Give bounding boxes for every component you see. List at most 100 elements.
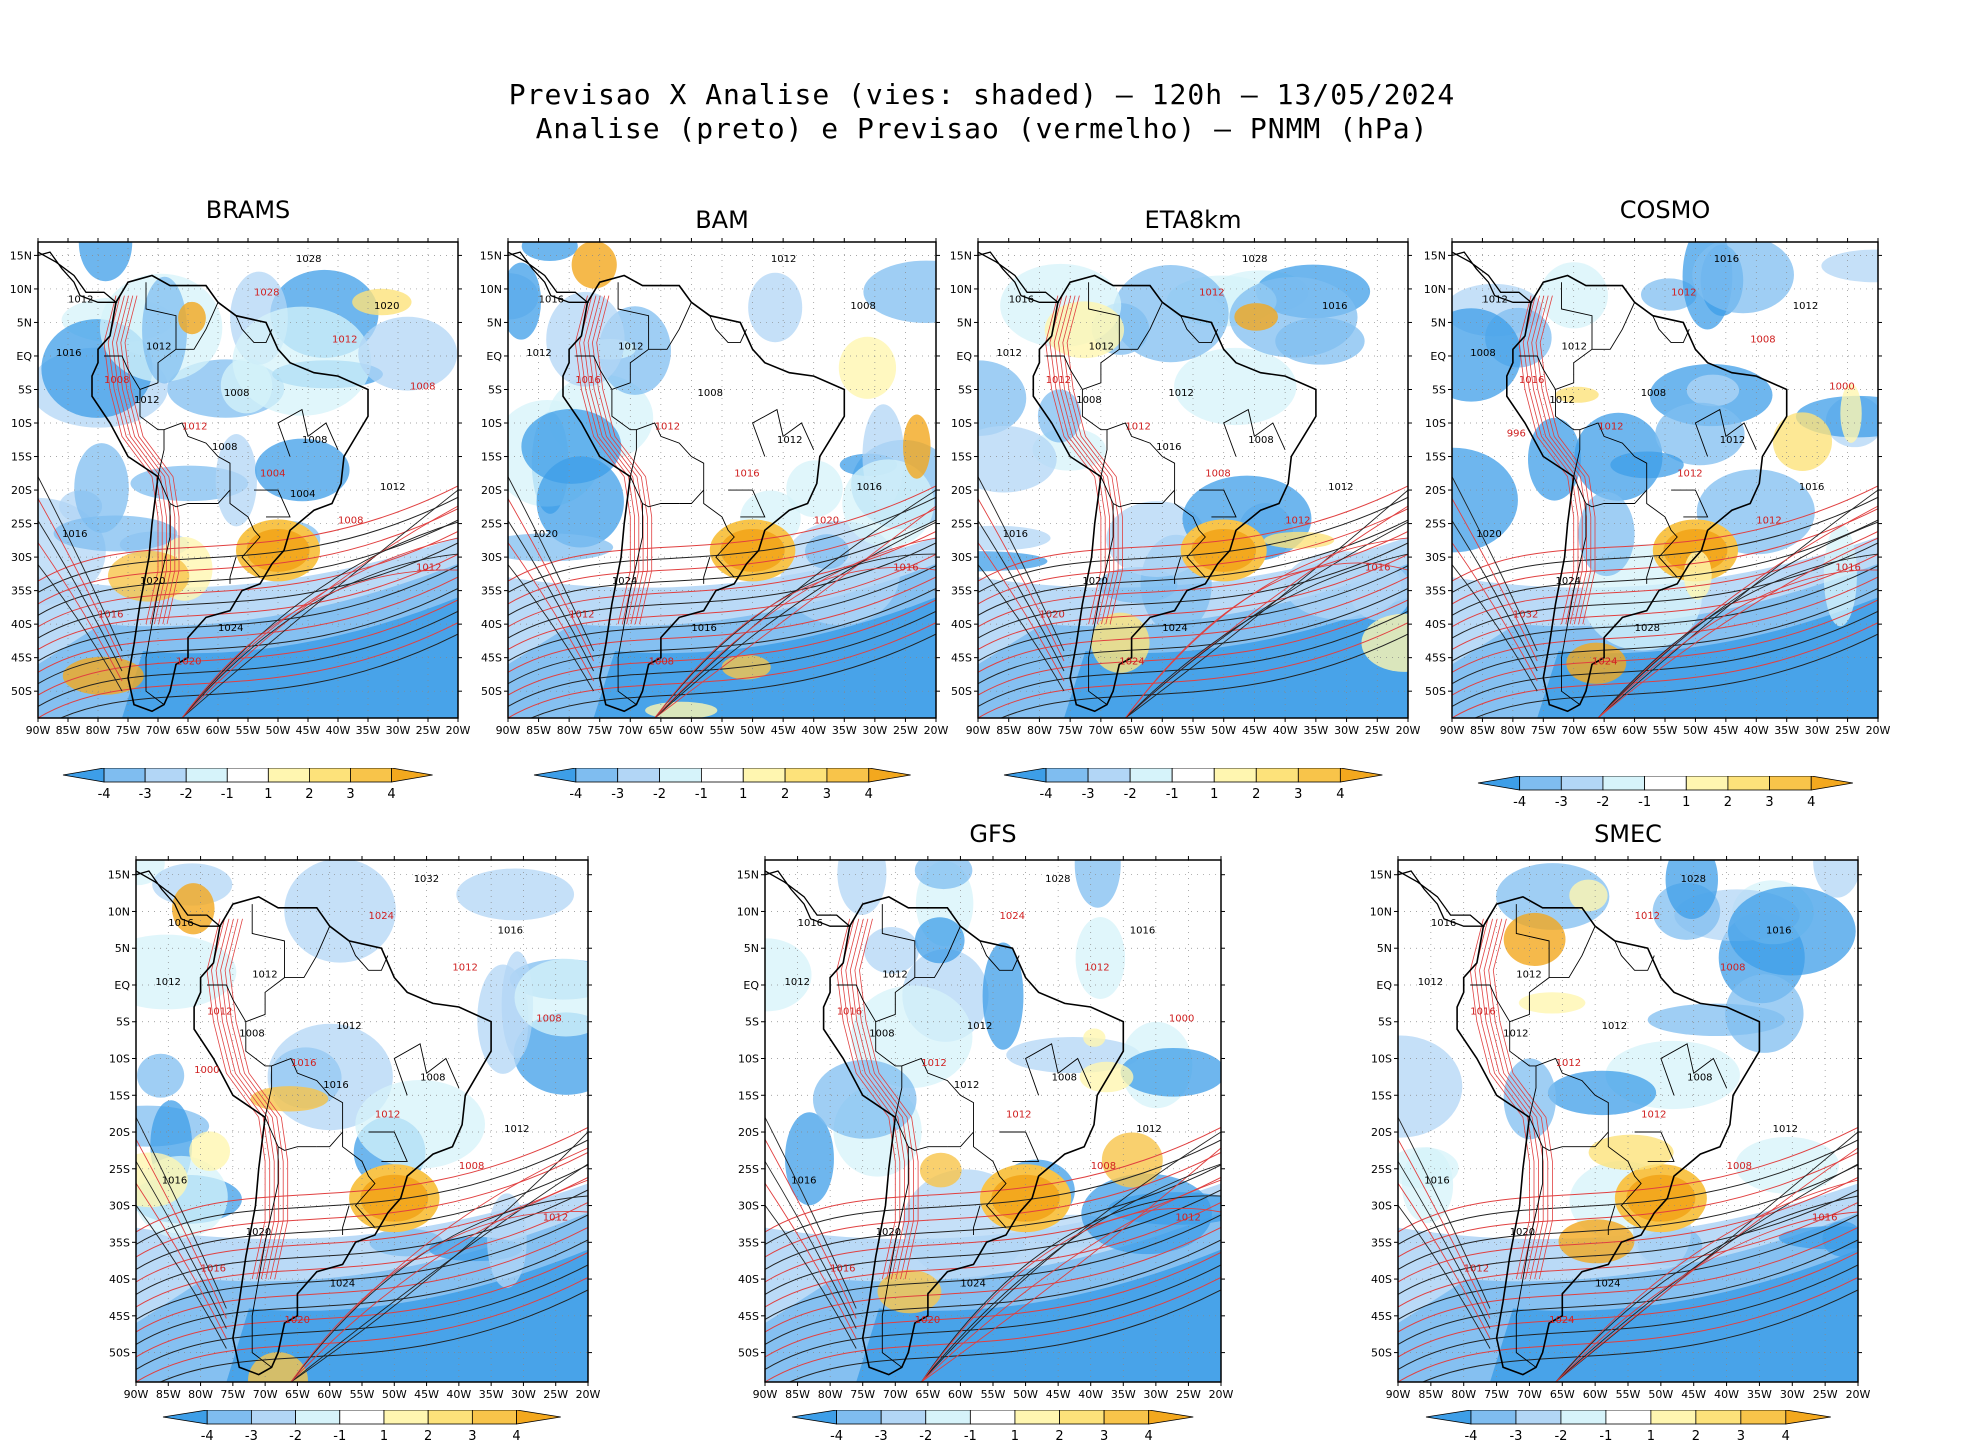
lat-tick-label: 15S bbox=[109, 1089, 130, 1102]
lat-tick-label: 40S bbox=[481, 618, 502, 631]
lon-tick-label: 30W bbox=[1143, 1388, 1168, 1401]
forecast-contour-label: 1008 bbox=[459, 1161, 484, 1172]
lat-tick-label: 5S bbox=[745, 1016, 759, 1029]
lat-tick-label: 50S bbox=[481, 685, 502, 698]
analysis-contour-label: 1024 bbox=[960, 1278, 985, 1289]
lon-tick-label: 35W bbox=[1303, 724, 1328, 737]
analysis-contour-label: 1012 bbox=[967, 1021, 992, 1032]
forecast-contour-label: 1012 bbox=[655, 422, 680, 433]
forecast-contour-label: 1008 bbox=[338, 516, 363, 527]
analysis-contour-label: 1016 bbox=[1130, 926, 1155, 937]
colorbar-gfs: -4 -3 -2 -1 1 2 3 4 bbox=[792, 1410, 1194, 1444]
lat-tick-label: EQ bbox=[16, 350, 32, 363]
lon-tick-label: 35W bbox=[1747, 1388, 1772, 1401]
lon-tick-label: 65W bbox=[915, 1388, 940, 1401]
lat-tick-label: 5N bbox=[1431, 316, 1446, 329]
analysis-contour-label: 1008 bbox=[1248, 435, 1273, 446]
analysis-contour-label: 1012 bbox=[526, 348, 551, 359]
forecast-contour-label: 1016 bbox=[830, 1264, 855, 1275]
forecast-contour-label: 1012 bbox=[1199, 288, 1224, 299]
analysis-contour-label: 1012 bbox=[785, 977, 810, 988]
analysis-contour-label: 1008 bbox=[1687, 1073, 1712, 1084]
colorbar-tick-label: 2 bbox=[1723, 795, 1731, 810]
lon-tick-label: 70W bbox=[1088, 724, 1113, 737]
analysis-contour-label: 1016 bbox=[1766, 926, 1791, 937]
lat-tick-label: 10N bbox=[10, 283, 32, 296]
lon-tick-label: 35W bbox=[356, 724, 381, 737]
forecast-contour-label: 1008 bbox=[1205, 469, 1230, 480]
lon-tick-label: 45W bbox=[1046, 1388, 1071, 1401]
lon-tick-label: 80W bbox=[1451, 1388, 1476, 1401]
lat-tick-label: 10N bbox=[480, 283, 502, 296]
colorbar-tick-label: -2 bbox=[180, 787, 193, 802]
lat-tick-label: 5S bbox=[488, 383, 502, 396]
colorbar-tick-label: -3 bbox=[611, 787, 624, 802]
lon-tick-label: 25W bbox=[416, 724, 441, 737]
lon-tick-label: 20W bbox=[924, 724, 949, 737]
lon-tick-label: 20W bbox=[576, 1388, 601, 1401]
analysis-contour-label: 1020 bbox=[1476, 529, 1501, 540]
colorbar-tick-label: -3 bbox=[1554, 795, 1567, 810]
colorbar-tick-label: -4 bbox=[1464, 1429, 1477, 1444]
colorbar-tick-label: 2 bbox=[424, 1429, 432, 1444]
lon-tick-label: 25W bbox=[543, 1388, 568, 1401]
lat-tick-label: 5N bbox=[115, 942, 130, 955]
lon-tick-label: 75W bbox=[587, 724, 612, 737]
lat-tick-label: 25S bbox=[951, 518, 972, 531]
lat-tick-label: 15N bbox=[1424, 249, 1446, 262]
analysis-contour-label: 1012 bbox=[1773, 1124, 1798, 1135]
colorbar-tick-label: -2 bbox=[1123, 787, 1136, 802]
lat-tick-label: 25S bbox=[481, 518, 502, 531]
lat-tick-label: 15S bbox=[1425, 451, 1446, 464]
lon-tick-label: 60W bbox=[1622, 724, 1647, 737]
lon-tick-label: 85W bbox=[1418, 1388, 1443, 1401]
colorbar-tick-label: 4 bbox=[1807, 795, 1815, 810]
lat-tick-label: 5N bbox=[957, 316, 972, 329]
panel-title-gfs: GFS bbox=[969, 820, 1017, 848]
lon-tick-label: 50W bbox=[1648, 1388, 1673, 1401]
lon-tick-label: 35W bbox=[832, 724, 857, 737]
analysis-contour-label: 1012 bbox=[504, 1124, 529, 1135]
colorbar-tick-label: -1 bbox=[1599, 1429, 1612, 1444]
lon-tick-label: 50W bbox=[1013, 1388, 1038, 1401]
lat-tick-label: 25S bbox=[1425, 518, 1446, 531]
forecast-contour-label: 1000 bbox=[1169, 1014, 1194, 1025]
forecast-contour-label: 1016 bbox=[1812, 1212, 1837, 1223]
forecast-contour-label: 1012 bbox=[1756, 516, 1781, 527]
lon-tick-label: 30W bbox=[511, 1388, 536, 1401]
analysis-contour-label: 1016 bbox=[1003, 529, 1028, 540]
analysis-contour-label: 1008 bbox=[850, 301, 875, 312]
lon-tick-label: 25W bbox=[1176, 1388, 1201, 1401]
colorbar-tick-label: -4 bbox=[98, 787, 111, 802]
lat-tick-label: 20S bbox=[1371, 1126, 1392, 1139]
lat-tick-label: 5S bbox=[116, 1016, 130, 1029]
colorbar-tick-label: 4 bbox=[513, 1429, 521, 1444]
forecast-contour-label: 1008 bbox=[1750, 335, 1775, 346]
lat-tick-label: 15S bbox=[951, 451, 972, 464]
lon-tick-label: 45W bbox=[1681, 1388, 1706, 1401]
analysis-contour-label: 1028 bbox=[1681, 874, 1706, 885]
forecast-contour-label: 1008 bbox=[1720, 962, 1745, 973]
forecast-contour-label: 1020 bbox=[285, 1315, 310, 1326]
analysis-contour-label: 1012 bbox=[1503, 1029, 1528, 1040]
lat-tick-label: 15N bbox=[480, 249, 502, 262]
lon-tick-label: 20W bbox=[446, 724, 471, 737]
colorbar-tick-label: 2 bbox=[305, 787, 313, 802]
forecast-contour-label: 1008 bbox=[1091, 1161, 1116, 1172]
forecast-contour-label: 1016 bbox=[575, 375, 600, 386]
lat-tick-label: 40S bbox=[1371, 1273, 1392, 1286]
lat-tick-label: 30S bbox=[481, 551, 502, 564]
lon-tick-label: 40W bbox=[1078, 1388, 1103, 1401]
lon-tick-label: 75W bbox=[1058, 724, 1083, 737]
lat-tick-label: 35S bbox=[481, 585, 502, 598]
forecast-contour-label: 1012 bbox=[1635, 911, 1660, 922]
lon-tick-label: 30W bbox=[1805, 724, 1830, 737]
analysis-contour-label: 1016 bbox=[162, 1176, 187, 1187]
analysis-contour-label: 1028 bbox=[1242, 254, 1267, 265]
lat-tick-label: EQ bbox=[956, 350, 972, 363]
analysis-contour-label: 1012 bbox=[1482, 294, 1507, 305]
lat-tick-label: 5S bbox=[1432, 383, 1446, 396]
analysis-contour-label: 1024 bbox=[1595, 1278, 1620, 1289]
lon-tick-label: 65W bbox=[1550, 1388, 1575, 1401]
lat-tick-label: 15S bbox=[11, 451, 32, 464]
